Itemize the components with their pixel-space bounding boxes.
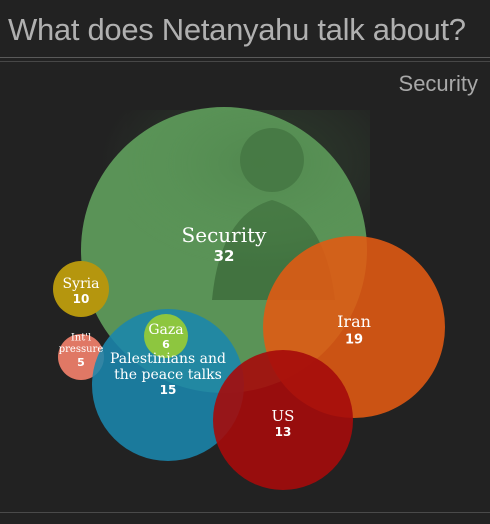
bubble-value-int-l-pressure: 5 <box>77 356 85 369</box>
bubble-label-syria: Syria <box>62 276 99 292</box>
selected-topic-label: Security <box>398 71 478 96</box>
bubble-label-security: Security <box>182 223 268 247</box>
bubble-label-gaza: Gaza <box>148 322 183 338</box>
bubble-label-int-l-pressure: Int'l pressure <box>59 333 104 356</box>
bubble-palestinians-and-the-peace-talks[interactable] <box>92 309 244 461</box>
bubble-value-gaza: 6 <box>162 338 170 351</box>
bubble-value-security: 32 <box>214 247 235 265</box>
title-divider <box>0 57 490 58</box>
bubble-syria[interactable] <box>53 261 109 317</box>
bubble-gaza[interactable] <box>144 314 188 358</box>
bubble-label-palestinians-and-the-peace-talks: Palestinians and the peace talks <box>110 351 226 383</box>
bubble-us[interactable] <box>213 350 353 490</box>
page-title: What does Netanyahu talk about? <box>8 12 466 47</box>
portrait-silhouette <box>80 110 370 300</box>
bubble-value-us: 13 <box>275 425 292 439</box>
bubble-value-iran: 19 <box>345 332 363 347</box>
bubble-label-iran: Iran <box>337 312 371 331</box>
bubble-int-l-pressure[interactable] <box>58 334 104 380</box>
bubble-label-us: US <box>272 407 295 425</box>
bubble-value-palestinians-and-the-peace-talks: 15 <box>160 383 177 397</box>
bubble-value-syria: 10 <box>73 292 90 306</box>
title-divider-secondary <box>0 61 490 62</box>
bottom-divider <box>0 512 490 513</box>
